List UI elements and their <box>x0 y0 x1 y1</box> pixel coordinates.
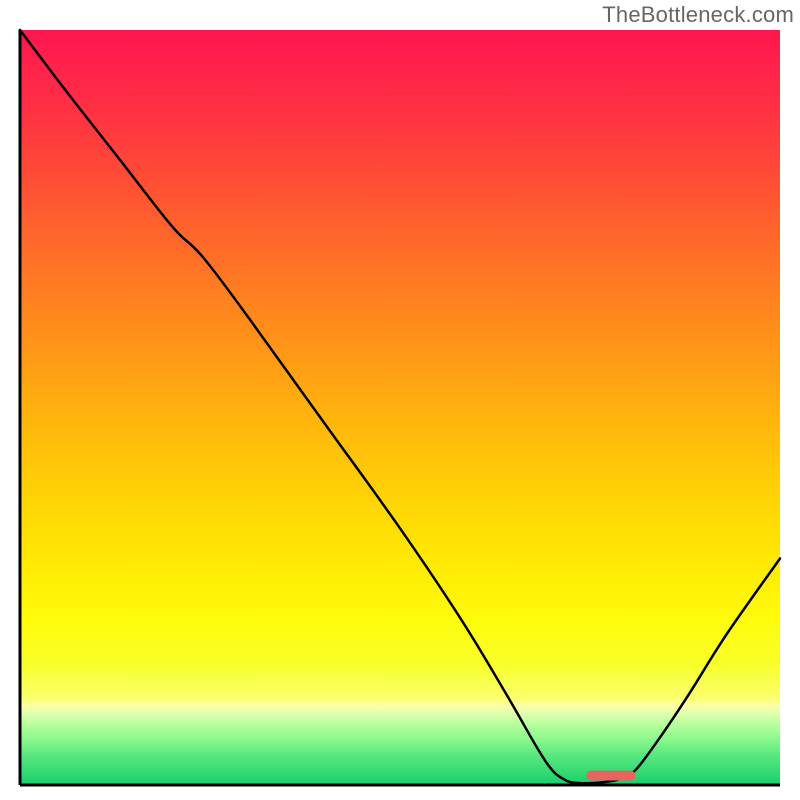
plot-background <box>20 30 780 785</box>
chart-wrapper: TheBottleneck.com <box>0 0 800 800</box>
optimal-marker <box>586 771 635 781</box>
bottleneck-chart <box>0 0 800 800</box>
watermark-text: TheBottleneck.com <box>602 2 794 28</box>
